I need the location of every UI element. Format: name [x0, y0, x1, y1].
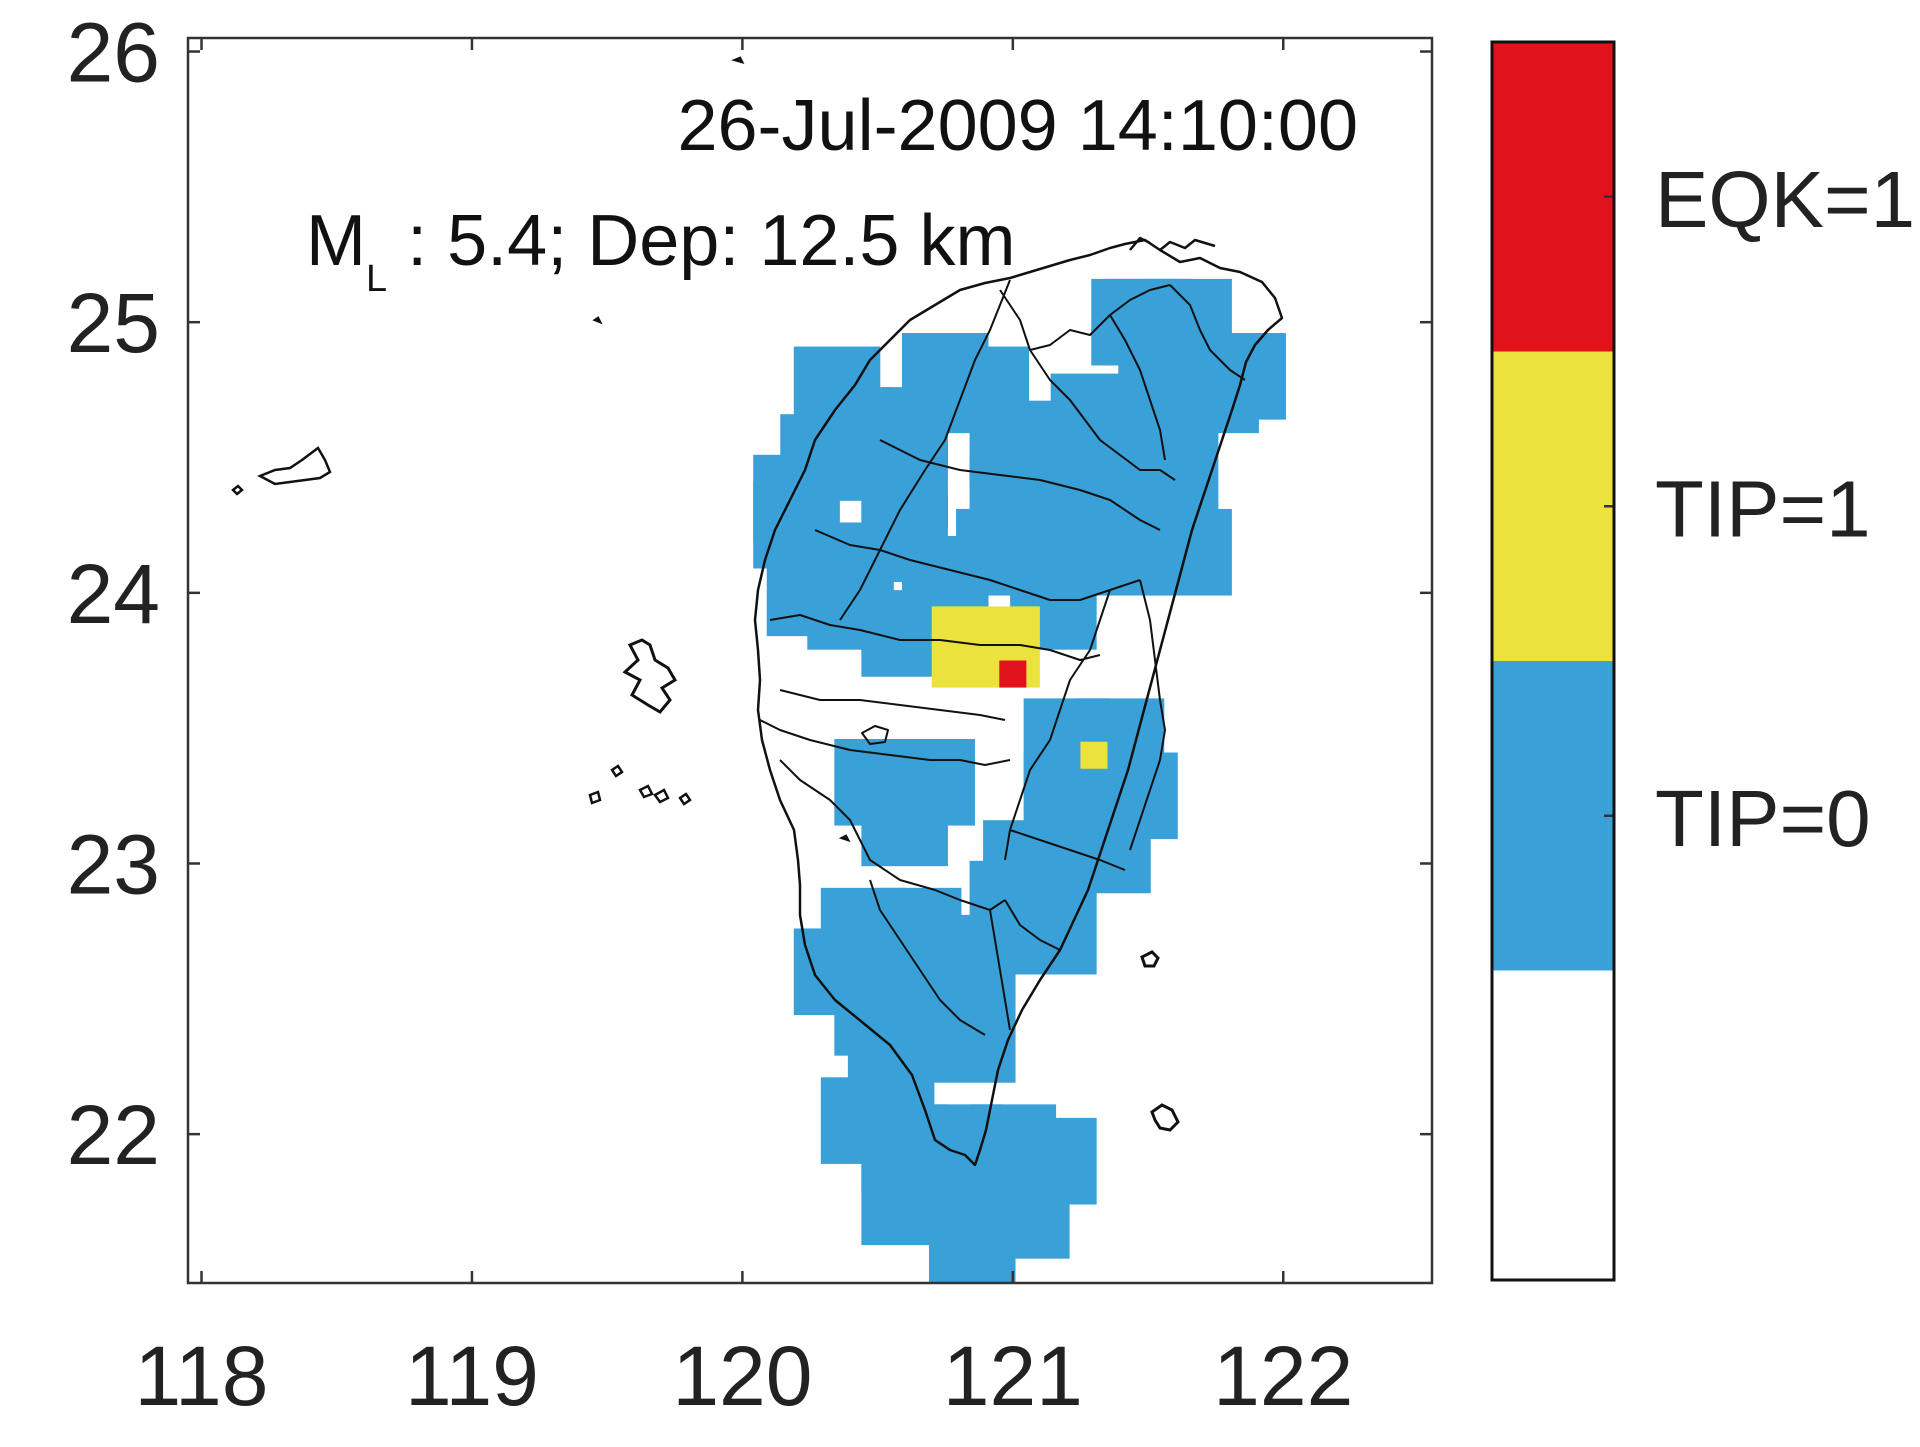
taiwan-coastline: [753, 238, 1284, 1167]
magnitude-symbol: M: [306, 201, 366, 281]
tip0-cell: [928, 996, 1016, 1083]
eqk-cell: [999, 660, 1027, 688]
green-island: [1140, 950, 1160, 968]
colorbar-label: TIP=1: [1655, 464, 1871, 553]
y-tick-label: 23: [67, 817, 160, 911]
x-tick-label: 120: [672, 1329, 812, 1423]
x-tick-label: 119: [405, 1329, 539, 1423]
y-tick-label: 24: [67, 547, 160, 641]
x-tick-label: 121: [943, 1329, 1083, 1423]
north-cape-outline: [1129, 236, 1216, 251]
tip1-cell: [1080, 741, 1108, 769]
event-timestamp: 26-Jul-2009 14:10:00: [677, 86, 1358, 166]
colorbar-segment: [1492, 351, 1614, 661]
kinmen-island: [257, 446, 332, 486]
tip0-cell: [1131, 427, 1219, 515]
taiwan-outline: [753, 236, 1284, 1167]
colorbar-label: TIP=0: [1655, 774, 1871, 863]
axis-ticks: 118 119 120 121 122 22 23 24 25 26: [67, 6, 1432, 1423]
map-background: [188, 38, 1432, 1283]
colorbar-frame: [1490, 40, 1616, 1282]
penghu-islands: [622, 638, 678, 714]
x-tick-label: 118: [135, 1329, 269, 1423]
x-tick-label: 122: [1213, 1329, 1353, 1423]
y-tick-label: 25: [67, 276, 160, 370]
orchid-island: [1150, 1103, 1180, 1132]
colorbar-segment: [1492, 42, 1614, 352]
map-axes-frame: [186, 36, 1434, 1285]
colorbar-label: EQK=1: [1655, 155, 1915, 244]
matsu-islet: [231, 484, 244, 496]
colorbar-segment: [1492, 970, 1614, 1280]
y-tick-label: 22: [67, 1088, 160, 1182]
tip0-cell: [1064, 806, 1151, 894]
county-borders: [759, 279, 1246, 1036]
reservoir-outline: [861, 725, 889, 745]
colorbar-segment: [1492, 661, 1614, 971]
small-islet: [592, 56, 851, 843]
penghu-islets-south: [588, 764, 692, 806]
offshore-islands: [231, 56, 1180, 1132]
map-plot-area: [188, 38, 1432, 1283]
tip0-cell: [1145, 508, 1232, 596]
event-info: ML : 5.4; Dep: 12.5 km: [306, 201, 1015, 300]
tip0-cell: [888, 738, 975, 826]
magnitude-subscript: L: [366, 258, 387, 300]
magnitude-depth-text: : 5.4; Dep: 12.5 km: [387, 201, 1015, 281]
colorbar: EQK=1 TIP=1 TIP=0: [1490, 40, 1915, 1282]
tip0-cell: [928, 1226, 1016, 1283]
y-tick-label: 26: [67, 6, 160, 100]
